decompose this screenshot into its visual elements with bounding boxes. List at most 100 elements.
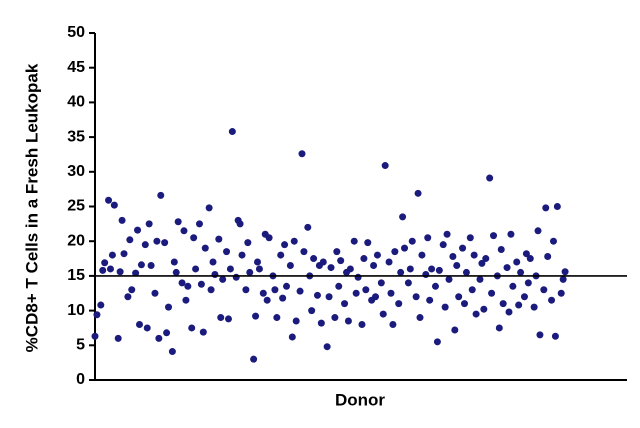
data-point bbox=[480, 305, 488, 313]
data-point bbox=[478, 259, 486, 267]
data-point bbox=[445, 275, 453, 283]
data-point bbox=[180, 227, 188, 235]
y-tick-label: 0 bbox=[76, 371, 85, 388]
data-point bbox=[422, 271, 430, 279]
data-point bbox=[101, 259, 109, 267]
data-point bbox=[252, 312, 260, 320]
data-point bbox=[337, 257, 345, 265]
y-tick-label: 35 bbox=[67, 128, 85, 145]
data-point bbox=[472, 310, 480, 318]
data-point bbox=[391, 248, 399, 256]
data-point bbox=[424, 234, 432, 242]
data-point bbox=[317, 319, 325, 327]
data-point bbox=[279, 294, 287, 302]
data-point bbox=[412, 293, 420, 301]
data-point bbox=[397, 268, 405, 276]
data-point bbox=[482, 255, 490, 263]
data-point bbox=[283, 282, 291, 290]
data-point bbox=[385, 258, 393, 266]
data-point bbox=[141, 241, 149, 249]
data-point bbox=[360, 255, 368, 263]
data-point bbox=[91, 332, 99, 340]
y-tick-label: 45 bbox=[67, 59, 85, 76]
data-point bbox=[224, 315, 232, 323]
data-point bbox=[116, 268, 124, 276]
data-point bbox=[439, 241, 447, 249]
data-point bbox=[540, 286, 548, 294]
data-point bbox=[460, 300, 468, 308]
data-point bbox=[509, 282, 517, 290]
data-point bbox=[433, 338, 441, 346]
data-point bbox=[242, 286, 250, 294]
data-point bbox=[443, 230, 451, 238]
data-point bbox=[323, 343, 331, 351]
data-point bbox=[404, 279, 412, 287]
data-point bbox=[232, 273, 240, 281]
data-point bbox=[209, 258, 217, 266]
x-axis-label: Donor bbox=[335, 390, 385, 409]
data-point bbox=[488, 289, 496, 297]
data-point bbox=[381, 162, 389, 170]
data-point bbox=[308, 307, 316, 315]
data-point bbox=[286, 261, 294, 269]
data-point bbox=[298, 150, 306, 158]
y-tick-label: 50 bbox=[67, 24, 85, 41]
data-point bbox=[137, 261, 145, 269]
data-point bbox=[341, 300, 349, 308]
data-point bbox=[106, 265, 114, 273]
data-point bbox=[163, 329, 171, 337]
data-point bbox=[561, 268, 569, 276]
data-point bbox=[223, 248, 231, 256]
data-point bbox=[503, 264, 511, 272]
data-point bbox=[389, 320, 397, 328]
data-point bbox=[548, 296, 556, 304]
data-point bbox=[495, 324, 503, 332]
y-tick-label: 30 bbox=[67, 163, 85, 180]
data-point bbox=[263, 296, 271, 304]
data-point bbox=[170, 258, 178, 266]
data-point bbox=[197, 280, 205, 288]
data-point bbox=[536, 331, 544, 339]
data-point bbox=[466, 234, 474, 242]
y-axis-label: %CD8+ T Cells in a Fresh Leukopak bbox=[22, 63, 41, 352]
data-point bbox=[414, 189, 422, 197]
data-point bbox=[292, 317, 300, 325]
data-point bbox=[428, 265, 436, 273]
data-point bbox=[515, 301, 523, 309]
data-point bbox=[228, 128, 236, 136]
data-point bbox=[178, 279, 186, 287]
data-point bbox=[310, 255, 318, 263]
data-point bbox=[238, 251, 246, 259]
data-point bbox=[327, 264, 335, 272]
y-tick-label: 10 bbox=[67, 302, 85, 319]
data-point bbox=[544, 252, 552, 260]
data-point bbox=[517, 268, 525, 276]
data-point bbox=[354, 273, 362, 281]
data-point bbox=[459, 244, 467, 252]
data-point bbox=[153, 237, 161, 245]
data-point bbox=[379, 310, 387, 318]
data-point bbox=[418, 251, 426, 259]
data-point bbox=[165, 303, 173, 311]
data-point bbox=[534, 227, 542, 235]
data-point bbox=[205, 204, 213, 212]
data-point bbox=[549, 237, 557, 245]
data-point bbox=[435, 266, 443, 274]
data-point bbox=[124, 293, 132, 301]
data-point bbox=[513, 258, 521, 266]
data-point bbox=[99, 266, 107, 274]
data-point bbox=[254, 258, 262, 266]
data-point bbox=[346, 265, 354, 273]
data-point bbox=[406, 265, 414, 273]
data-point bbox=[134, 226, 142, 234]
data-point bbox=[490, 232, 498, 240]
data-point bbox=[161, 239, 169, 247]
data-point bbox=[105, 196, 113, 204]
data-point bbox=[182, 296, 190, 304]
data-point bbox=[451, 326, 459, 334]
data-point bbox=[255, 265, 263, 273]
data-point bbox=[207, 286, 215, 294]
data-point bbox=[143, 324, 151, 332]
data-point bbox=[559, 275, 567, 283]
data-point bbox=[468, 286, 476, 294]
